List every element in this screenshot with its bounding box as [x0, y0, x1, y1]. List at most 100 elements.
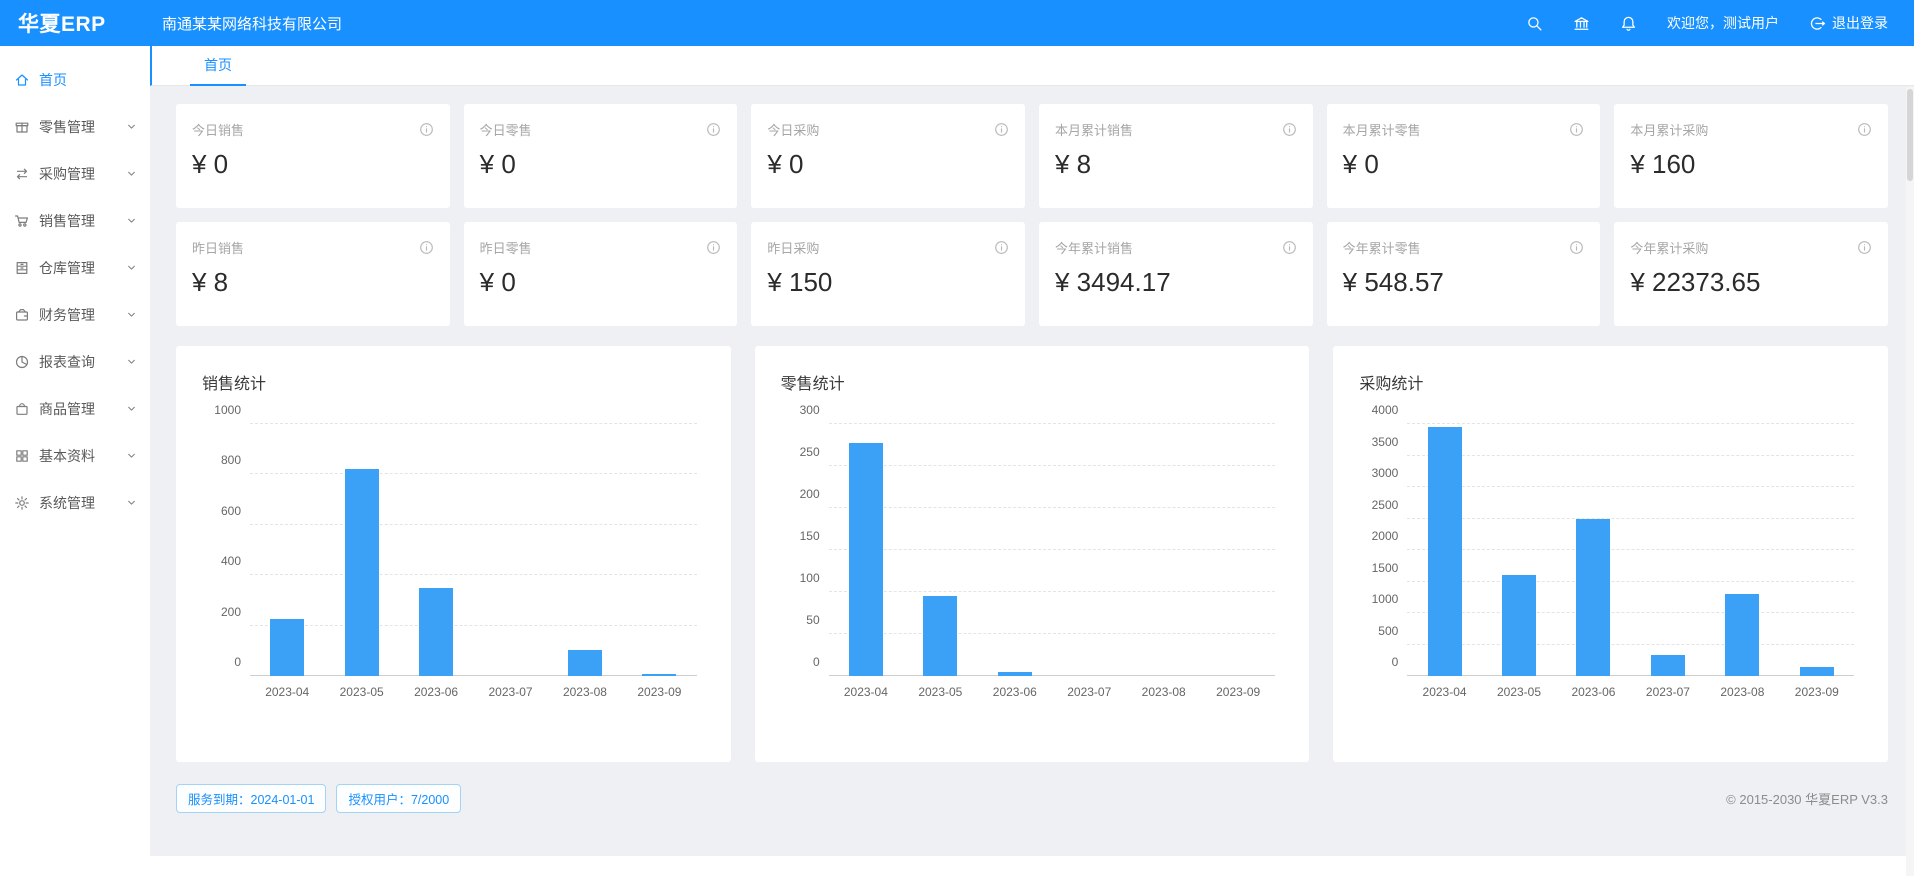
bag-icon	[16, 402, 28, 415]
x-tick-label: 2023-09	[637, 685, 682, 699]
y-tick-label: 0	[812, 655, 820, 669]
stat-card-value: ¥ 0	[1342, 149, 1379, 179]
info-icon-wrap[interactable]	[419, 122, 434, 137]
x-tick-label: 2023-07	[1067, 685, 1112, 699]
gear-icon	[15, 495, 29, 510]
sales-chart-panel: 销售统计 0 200 400 600 800 1000 2023-04 2023-05 2023-…	[176, 346, 731, 762]
bar[interactable]	[344, 469, 379, 676]
stat-card-value: ¥ 548.57	[1342, 267, 1444, 297]
stat-card-head: 昨日采购	[767, 238, 1009, 257]
tab-home[interactable]: 首页	[190, 55, 246, 86]
logout-button[interactable]: 退出登录	[1809, 13, 1888, 33]
gridline	[828, 465, 1276, 467]
gridline	[250, 675, 697, 676]
topbar: 华夏ERP 南通某某网络科技有限公司 欢迎您，测试用户 退出登录	[0, 0, 1914, 46]
info-icon-wrap[interactable]	[706, 240, 721, 255]
bar[interactable]	[1650, 655, 1685, 676]
sidebar-item-report[interactable]: 报表查询	[0, 338, 150, 385]
x-tick-label: 2023-05	[339, 685, 384, 699]
info-icon-wrap[interactable]	[994, 122, 1009, 137]
x-tick-label: 2023-04	[843, 685, 888, 699]
sidebar-item-purchase[interactable]: 采购管理	[0, 150, 150, 197]
bar[interactable]	[419, 587, 454, 676]
sidebar-item-retail[interactable]: 零售管理	[0, 103, 150, 150]
bar[interactable]	[923, 596, 958, 676]
x-tick-label: 2023-06	[992, 685, 1037, 699]
gridline	[1407, 549, 1854, 550]
info-icon-wrap[interactable]	[1857, 122, 1872, 137]
bar[interactable]	[642, 673, 677, 676]
sidebar-item-warehouse[interactable]: 仓库管理	[0, 244, 150, 291]
stat-card-value: ¥ 3494.17	[1054, 267, 1171, 297]
info-icon-wrap[interactable]	[1857, 240, 1872, 255]
bar-slot	[1201, 424, 1275, 676]
stat-card-year-retail: 今年累计零售 ¥ 548.57	[1326, 222, 1601, 326]
bar[interactable]	[1576, 518, 1611, 676]
info-icon-wrap[interactable]	[1569, 122, 1584, 137]
footer-badges: 服务到期：2024-01-01 授权用户：7/2000	[176, 784, 462, 813]
stat-card-label: 今年累计采购	[1630, 241, 1709, 256]
bar[interactable]	[567, 649, 602, 676]
x-tick-label: 2023-07	[488, 685, 533, 699]
gift-icon	[15, 122, 29, 133]
bar[interactable]	[1502, 575, 1536, 676]
y-tick-label: 300	[799, 403, 820, 417]
chevron-down-icon	[128, 359, 135, 364]
bar[interactable]	[1725, 594, 1760, 676]
info-icon	[707, 241, 721, 254]
y-tick-label: 100	[799, 571, 820, 586]
chevron-down-icon	[128, 265, 135, 270]
sidebar-item-goods[interactable]: 商品管理	[0, 385, 150, 432]
bar[interactable]	[270, 619, 305, 676]
stat-card-value: ¥ 22373.65	[1630, 267, 1761, 297]
swap-icon	[16, 168, 28, 179]
badge-licensed-users: 授权用户：7/2000	[336, 784, 462, 813]
company-name: 南通某某网络科技有限公司	[162, 15, 343, 33]
sidebar-item-label: 系统管理	[39, 494, 95, 511]
y-tick-label: 200	[220, 604, 241, 619]
gridline	[1407, 643, 1854, 645]
sidebar-item-home[interactable]: 首页	[0, 56, 150, 103]
scrollbar-track[interactable]	[1906, 87, 1914, 876]
bar-slot	[548, 424, 622, 676]
bar[interactable]	[848, 443, 883, 676]
gridline	[1407, 486, 1854, 487]
bar[interactable]	[1799, 666, 1834, 676]
y-tick-label: 0	[234, 655, 241, 669]
info-icon	[1570, 241, 1584, 254]
x-tick-label: 2023-08	[562, 685, 607, 699]
stat-card-label: 昨日零售	[479, 241, 532, 256]
info-icon-wrap[interactable]	[1282, 122, 1297, 137]
x-tick-label: 2023-05	[1496, 685, 1542, 699]
y-tick-label: 800	[220, 453, 241, 468]
stat-card-value: ¥ 0	[192, 149, 229, 179]
search-icon[interactable]	[1526, 15, 1543, 32]
logout-label: 退出登录	[1832, 15, 1888, 31]
info-icon	[1282, 123, 1296, 136]
chevron-down-icon	[128, 312, 135, 317]
bar[interactable]	[1427, 427, 1462, 676]
info-icon-wrap[interactable]	[1282, 240, 1297, 255]
sidebar-item-finance[interactable]: 财务管理	[0, 291, 150, 338]
x-tick-label: 2023-09	[1794, 685, 1839, 699]
sidebar-item-sales[interactable]: 销售管理	[0, 197, 150, 244]
info-icon-wrap[interactable]	[706, 122, 721, 137]
info-icon-wrap[interactable]	[419, 240, 434, 255]
x-axis-labels: 2023-04 2023-05 2023-06 2023-07 2023-08 2023-…	[250, 685, 697, 699]
info-icon-wrap[interactable]	[994, 240, 1009, 255]
info-icon-wrap[interactable]	[1569, 240, 1584, 255]
scrollbar-thumb[interactable]	[1907, 89, 1913, 181]
stat-card-head: 本月累计零售	[1343, 120, 1585, 139]
pie-icon	[15, 355, 29, 368]
gridline	[250, 423, 697, 424]
info-icon	[995, 123, 1008, 136]
badge-service-expiry: 服务到期：2024-01-01	[176, 784, 327, 813]
sidebar-item-system[interactable]: 系统管理	[0, 479, 150, 526]
y-tick-label: 2500	[1371, 497, 1399, 512]
welcome-text: 欢迎您，测试用户	[1667, 15, 1779, 31]
purchase-chart-panel: 采购统计 0 500 1000 1500 2000 2500 3000 3500 4000 2023…	[1333, 346, 1888, 762]
bell-icon[interactable]	[1620, 15, 1637, 32]
bar[interactable]	[997, 671, 1032, 676]
sidebar-item-basic-data[interactable]: 基本资料	[0, 432, 150, 479]
bank-icon[interactable]	[1573, 15, 1590, 32]
